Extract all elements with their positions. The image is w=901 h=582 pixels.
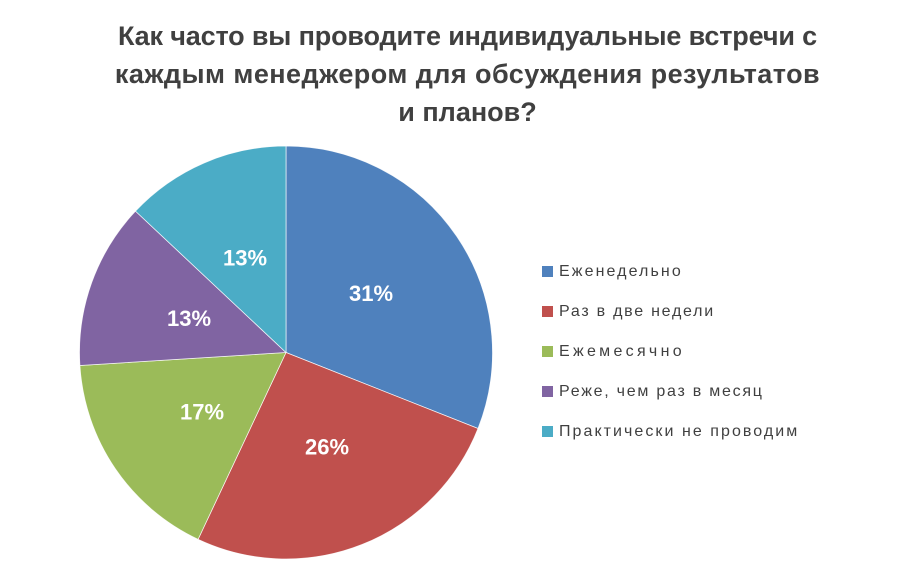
svg-text:13%: 13% [223, 246, 267, 271]
svg-text:26%: 26% [305, 435, 349, 460]
svg-text:17%: 17% [180, 400, 224, 425]
svg-text:13%: 13% [167, 306, 211, 331]
svg-text:31%: 31% [349, 281, 393, 306]
